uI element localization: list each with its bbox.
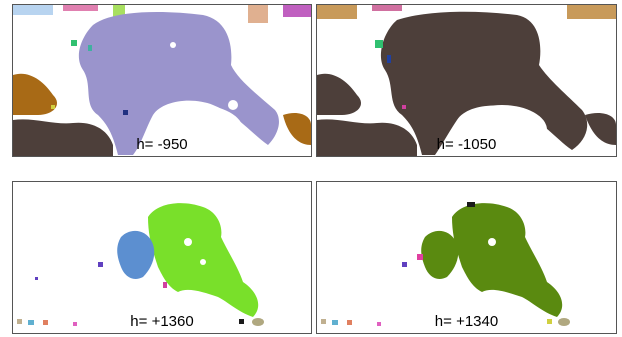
dark-region-bottom	[317, 119, 417, 156]
speck	[35, 277, 38, 280]
speck	[547, 319, 552, 324]
segmentation-panel-1: h= -950	[12, 4, 312, 157]
speck	[98, 262, 103, 267]
region-top-right	[567, 5, 616, 19]
segmentation-panel-2: h= -1050	[316, 4, 617, 157]
region-top-right	[248, 5, 268, 23]
speck	[387, 55, 391, 63]
segmentation-panel-4: h= +1340	[316, 181, 617, 334]
hole	[457, 105, 547, 155]
speck	[73, 322, 77, 326]
panel-caption: h= -950	[136, 136, 188, 153]
side-region-right	[283, 113, 311, 145]
region-top-left	[13, 5, 53, 15]
side-region-blob	[117, 230, 155, 279]
hole	[153, 105, 243, 155]
speck	[321, 319, 326, 324]
region-top-right	[283, 5, 311, 17]
panel-caption: h= -1050	[436, 136, 497, 153]
speck	[467, 202, 475, 207]
segmentation-panel-3: h= +1360	[12, 181, 312, 334]
hole	[488, 238, 496, 246]
main-region-blob	[78, 12, 279, 156]
speck	[123, 110, 128, 115]
region-top	[372, 5, 402, 11]
speck	[402, 262, 407, 267]
speck	[239, 319, 244, 324]
speck	[375, 40, 383, 48]
speck	[252, 318, 264, 326]
hole	[228, 100, 238, 110]
side-region-right	[585, 113, 616, 145]
speck	[377, 322, 381, 326]
speck	[558, 318, 570, 326]
side-region-blob	[421, 230, 459, 279]
dark-region-bottom	[13, 119, 113, 156]
region-top	[63, 5, 98, 11]
panel-caption: h= +1360	[130, 313, 194, 330]
main-region-blob	[452, 203, 563, 317]
speck	[417, 254, 423, 260]
segmentation-map-3	[17, 203, 264, 326]
speck	[28, 320, 34, 325]
speck	[17, 319, 22, 324]
segmentation-map-4	[321, 202, 570, 326]
panel-caption: h= +1340	[434, 313, 499, 330]
hole	[170, 42, 176, 48]
speck	[402, 105, 406, 109]
speck	[347, 320, 352, 325]
region-top-left	[317, 5, 357, 19]
segmentation-map-1	[13, 5, 311, 156]
hole	[200, 259, 206, 265]
speck	[88, 45, 92, 51]
speck	[163, 282, 167, 288]
hole	[184, 238, 192, 246]
speck	[51, 105, 55, 109]
segmentation-map-2	[317, 5, 616, 156]
speck	[43, 320, 48, 325]
side-region-left	[13, 73, 58, 115]
side-region-left	[317, 73, 362, 115]
speck	[71, 40, 77, 46]
speck	[332, 320, 338, 325]
